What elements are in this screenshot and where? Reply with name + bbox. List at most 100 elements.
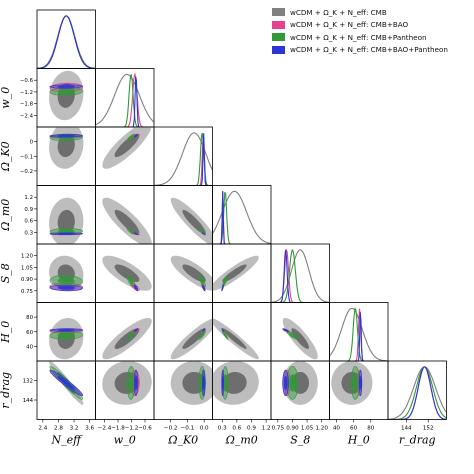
contour-ellipse	[182, 372, 206, 394]
contour-ellipse	[57, 85, 75, 88]
y-tick-label: 60	[26, 330, 33, 336]
x-tick-label: 0.9	[247, 426, 256, 432]
legend-swatch	[272, 33, 285, 42]
contour-ellipse	[182, 328, 206, 349]
panel-w0-H0	[102, 318, 152, 360]
marginal-curve	[37, 15, 96, 69]
panel-w0-S8	[102, 255, 152, 292]
x-tick-label: 152	[423, 426, 434, 432]
legend-label: wCDM + Ω_K + N_eff: CMB+BAO+Pantheon	[290, 45, 448, 55]
contour-ellipse	[134, 329, 138, 331]
contour-ellipse	[222, 375, 224, 390]
y-axis-label: Ω_K0	[0, 141, 12, 172]
marginal-curve	[37, 15, 96, 69]
panel-OmegaK0-OmegaK0	[154, 132, 213, 186]
x-tick-label: 0.0	[200, 426, 209, 432]
marginal-curve	[37, 15, 96, 69]
panel-OmegaK0-S8	[170, 255, 213, 292]
y-axis-label: Ω_m0	[0, 199, 12, 232]
y-tick-label: 40	[26, 344, 33, 350]
marginal-curve	[271, 249, 330, 303]
x-tick-label: 60	[350, 426, 358, 432]
contour-ellipse	[128, 229, 134, 234]
x-tick-label: 1.05	[301, 426, 314, 432]
contour-ellipse	[222, 328, 247, 349]
x-tick-label: 0.3	[218, 426, 227, 432]
contour-ellipse	[182, 264, 206, 282]
marginal-curve	[37, 15, 96, 69]
contour-ellipse	[57, 286, 75, 290]
panel-H0-rdrag	[331, 361, 373, 405]
legend-swatch	[272, 8, 285, 17]
x-axis-label: r_drag	[399, 434, 436, 447]
x-tick-label: 2.8	[54, 426, 63, 432]
panel-OmegaK0-Omegam0	[170, 197, 213, 244]
legend-swatch	[272, 20, 285, 29]
marginal-curve	[95, 72, 154, 127]
panel-Omegam0-rdrag	[212, 361, 259, 405]
x-axis-label: N_eff	[51, 434, 84, 447]
contour-ellipse	[128, 374, 134, 392]
x-tick-label: −0.1	[181, 426, 195, 432]
contour-ellipse	[289, 332, 296, 338]
marginal-curve	[95, 76, 154, 127]
x-tick-label: 0.90	[286, 426, 299, 432]
contour-ellipse	[289, 374, 296, 392]
x-tick-label: 40	[333, 426, 341, 432]
contour-ellipse	[182, 209, 206, 235]
y-tick-label: 1.20	[21, 254, 34, 260]
legend-label: wCDM + Ω_K + N_eff: CMB+BAO	[290, 20, 409, 30]
panel-S8-rdrag	[282, 361, 318, 405]
x-tick-label: 3.6	[85, 426, 94, 432]
contour-ellipse	[200, 277, 205, 285]
contour-ellipse	[128, 277, 134, 285]
contour-ellipse	[283, 376, 288, 390]
y-tick-label: 1.2	[24, 195, 33, 201]
panel-S8-S8	[271, 248, 330, 303]
contour-ellipse	[222, 329, 224, 331]
contour-ellipse	[134, 376, 138, 390]
x-tick-label: −2.4	[98, 426, 112, 432]
panel-Neff-w0	[49, 70, 84, 121]
contour-ellipse	[57, 233, 75, 235]
marginal-curve	[154, 132, 213, 186]
x-tick-label: 0.75	[272, 426, 285, 432]
contour-ellipse	[359, 376, 362, 390]
y-tick-label: 144	[23, 398, 34, 404]
panel-S8-H0	[282, 318, 318, 360]
panel-w0-w0	[95, 72, 154, 127]
x-axis-label: Ω_K0	[167, 434, 198, 447]
contour-ellipse	[114, 264, 140, 282]
panel-Neff-H0	[49, 318, 84, 360]
legend-item: wCDM + Ω_K + N_eff: CMB+BAO+Pantheon	[272, 44, 472, 57]
y-tick-label: −2.4	[20, 113, 34, 119]
panel-w0-Omegam0	[102, 197, 152, 244]
legend-label: wCDM + Ω_K + N_eff: CMB	[290, 7, 387, 17]
contour-ellipse	[134, 233, 138, 235]
contour-ellipse	[128, 135, 134, 140]
x-tick-label: 0.6	[232, 426, 241, 432]
x-tick-label: 80	[367, 426, 375, 432]
panel-H0-H0	[329, 306, 388, 361]
y-tick-label: 132	[23, 379, 33, 385]
x-tick-label: −1.8	[111, 426, 125, 432]
contour-ellipse	[200, 332, 205, 338]
y-tick-label: −1.8	[20, 102, 34, 108]
x-tick-label: −1.2	[125, 426, 139, 432]
x-tick-label: −0.2	[164, 426, 178, 432]
y-tick-label: 0.9	[24, 207, 33, 213]
contour-ellipse	[223, 277, 227, 285]
contour-ellipse	[57, 376, 75, 390]
marginal-curve	[388, 366, 447, 420]
panel-frame	[387, 360, 447, 420]
marginal-curve	[212, 191, 271, 244]
x-tick-label: 1.20	[315, 426, 328, 432]
marginal-curve	[388, 366, 447, 420]
contour-ellipse	[57, 332, 75, 338]
marginal-curve	[329, 308, 388, 361]
contour-ellipse	[200, 229, 205, 234]
panel-rdrag-rdrag	[388, 366, 447, 420]
panel-Neff-OmegaK0	[49, 127, 84, 169]
contour-ellipse	[291, 372, 309, 394]
